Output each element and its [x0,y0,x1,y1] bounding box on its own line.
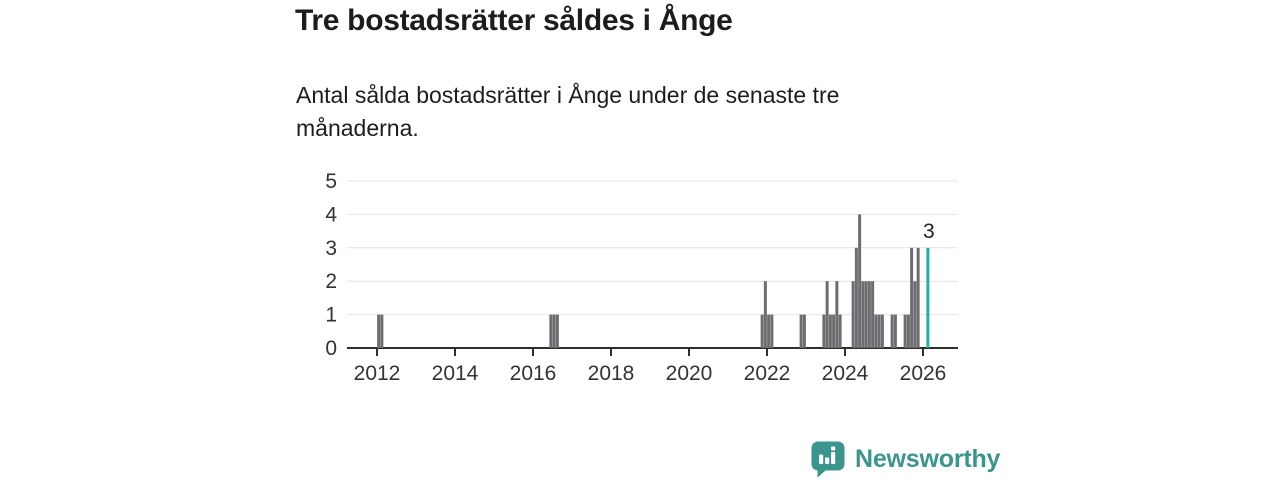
bar [555,314,559,348]
latest-value-label: 3 [923,220,935,243]
bar [767,314,771,348]
bar [838,314,842,348]
bar [880,314,884,348]
chart-title: Tre bostadsrätter såldes i Ånge [295,4,733,37]
bar [871,281,875,348]
y-tick-label: 2 [325,270,337,293]
bar [770,314,774,348]
bar [861,281,865,348]
bar [858,214,862,348]
y-tick-label: 4 [325,203,337,226]
x-tick-label: 2016 [510,362,557,385]
bar [763,281,767,348]
bar-chart: 0 1 2 3 4 5 2012 2014 2016 2018 2020 2022 2024 2026 3 [295,168,985,398]
bar [549,314,553,348]
y-tick-label: 5 [325,170,337,193]
bar [874,314,878,348]
bar [760,314,764,348]
x-tick-label: 2022 [744,362,791,385]
bar [851,281,855,348]
bar [832,314,836,348]
x-tick-label: 2020 [666,362,713,385]
x-tick-label: 2024 [822,362,869,385]
y-tick-label: 1 [325,304,337,327]
bar [867,281,871,348]
bar [877,314,881,348]
bar [893,314,897,348]
bar [864,281,868,348]
bar [828,314,832,348]
bar [906,314,910,348]
bar [799,314,803,348]
x-tick-label: 2012 [354,362,401,385]
newsworthy-logo: Newsworthy [810,440,1000,478]
bar [825,281,829,348]
bar [903,314,907,348]
x-tick-label: 2018 [588,362,635,385]
bar-chart-svg: 0 1 2 3 4 5 2012 2014 2016 2018 2020 2022 2024 2026 3 [325,170,958,385]
highlighted-bar [926,247,930,348]
bar [822,314,826,348]
bar [916,247,920,348]
bar [890,314,894,348]
x-tick-label: 2014 [432,362,479,385]
bar [552,314,556,348]
newsworthy-logo-icon [811,441,845,478]
logo-mini-bars [819,446,836,464]
bar [854,247,858,348]
newsworthy-logo-text: Newsworthy [855,444,1001,473]
bar [910,247,914,348]
bar [802,314,806,348]
bar [913,281,917,348]
bar [380,314,384,348]
bar [377,314,381,348]
y-tick-label: 0 [325,337,337,360]
chart-subtitle: Antal sålda bostadsrätter i Ånge under d… [296,82,840,141]
y-tick-label: 3 [325,237,337,260]
x-tick-label: 2026 [900,362,947,385]
bar [835,281,839,348]
